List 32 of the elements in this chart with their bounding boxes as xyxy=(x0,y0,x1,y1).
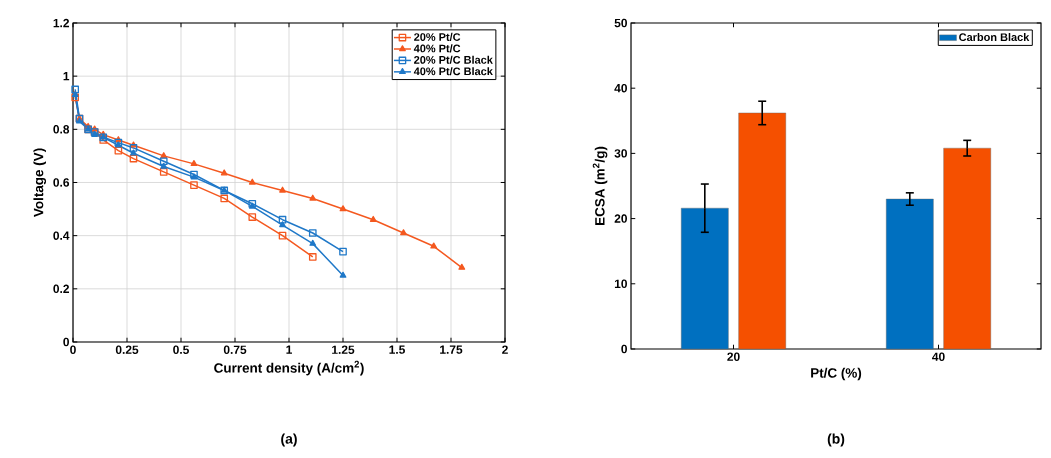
y-tick-label: 0.6 xyxy=(53,178,70,187)
y-tick-label: 50 xyxy=(614,18,627,28)
y-tick-label: 1 xyxy=(63,72,70,81)
text: (a) xyxy=(281,433,297,447)
x-tick-label: 1.25 xyxy=(332,345,355,354)
y-tick-label: 0.4 xyxy=(53,231,70,240)
legend-label: 20% Pt/C xyxy=(414,32,461,42)
x-tick-label: 0.75 xyxy=(223,345,247,354)
y-tick-label: 20 xyxy=(614,214,627,223)
legend-label: 40% Pt/C Black xyxy=(413,67,493,76)
y-tick-label: 0.8 xyxy=(53,125,70,134)
y-tick-label: 10 xyxy=(614,279,627,289)
legend-label: Carbon Black xyxy=(959,33,1030,42)
x-tick-label: 2 xyxy=(502,345,508,354)
x-tick-label: 0 xyxy=(70,345,76,354)
y-tick-label: 30 xyxy=(614,149,627,158)
x-axis-title: Pt/C (%) xyxy=(811,367,862,381)
y-tick-label: 40 xyxy=(614,83,627,93)
x-tick-label: 0.5 xyxy=(173,345,189,354)
text: (b) xyxy=(827,433,845,447)
y-axis-title: Voltage (V) xyxy=(33,148,47,218)
y-tick-label: 0 xyxy=(63,337,69,347)
x-tick-label: 0.25 xyxy=(115,345,139,354)
x-tick-label: 1.75 xyxy=(440,345,463,354)
legend-label: 40% Pt/C xyxy=(413,44,461,53)
y-axis-title: ECSA (m$^{2}$/g) xyxy=(592,146,608,225)
y-tick-label: 0.2 xyxy=(53,284,70,294)
legend-label: 20% Pt/C Black xyxy=(414,55,493,64)
y-tick-label: 1.2 xyxy=(53,18,70,28)
x-tick-label: 1.5 xyxy=(389,345,405,354)
x-axis-title: Current density (A/cm$^{2}$) xyxy=(214,360,364,376)
x-tick-label: 1 xyxy=(286,345,292,354)
